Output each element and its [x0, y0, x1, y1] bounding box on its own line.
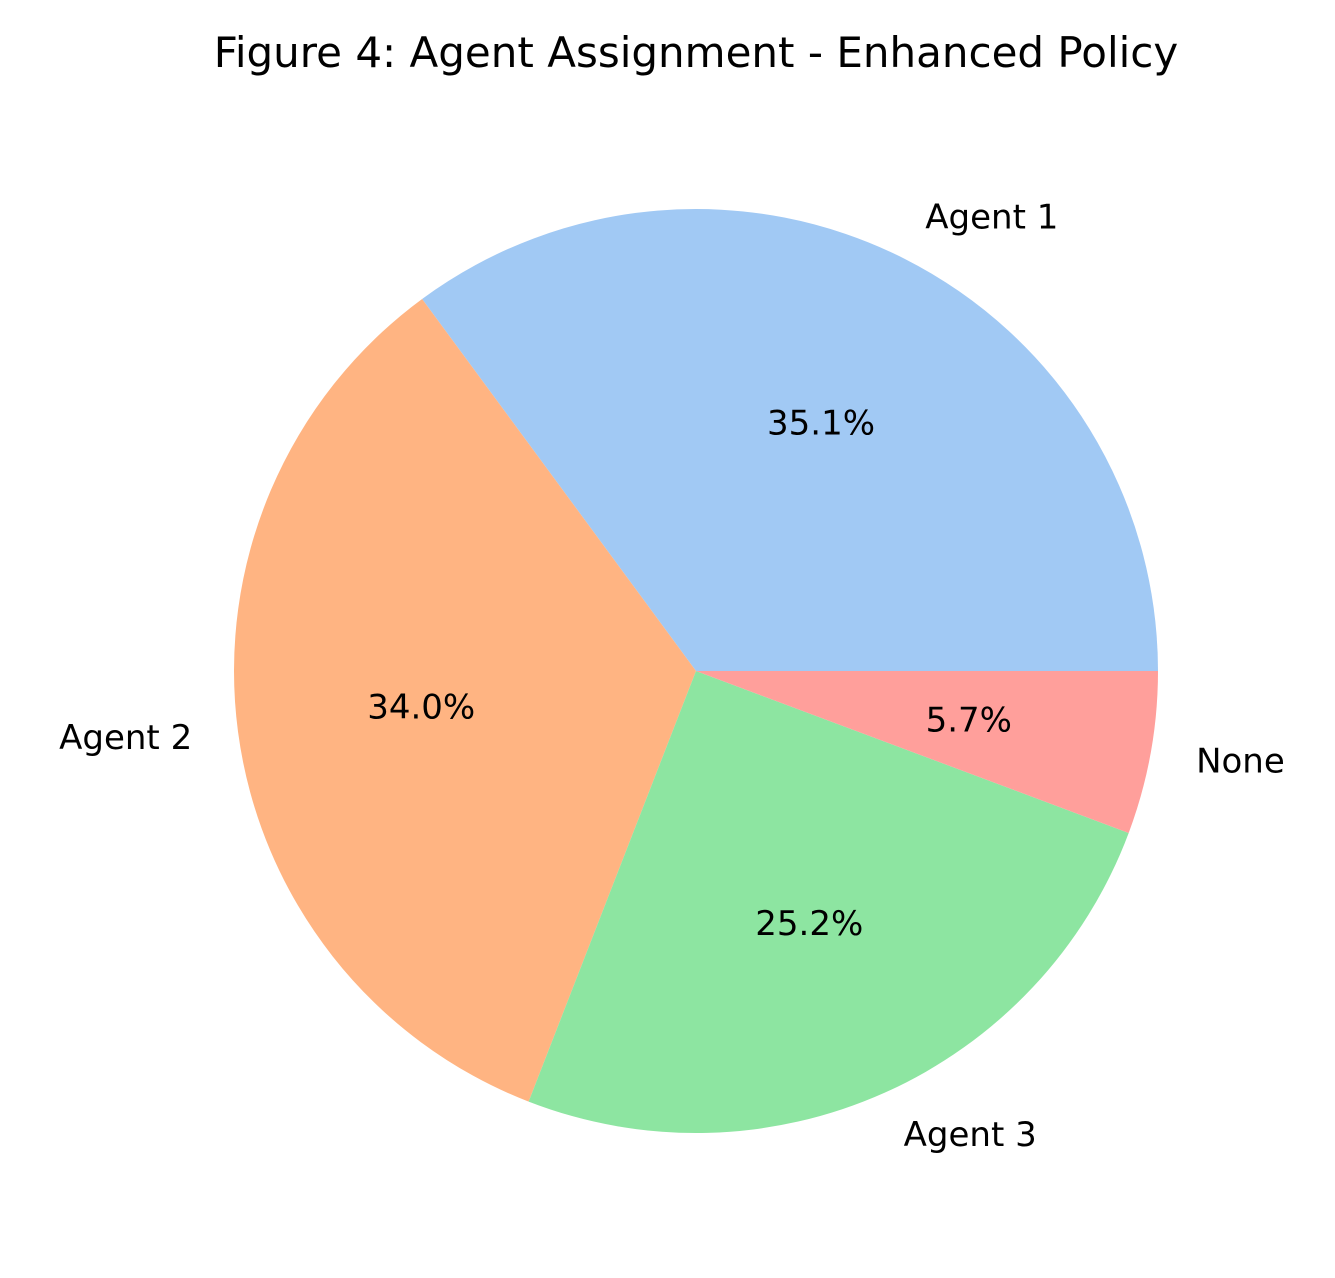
chart-title: Figure 4: Agent Assignment - Enhanced Po…: [214, 28, 1179, 77]
slice-label-agent-2: Agent 2: [59, 718, 192, 758]
slice-label-none: None: [1196, 742, 1285, 782]
pie-slice-agent-2: [233, 298, 697, 1102]
pct-label-agent-3: 25.2%: [755, 904, 863, 944]
slice-label-agent-1: Agent 1: [925, 197, 1058, 237]
pct-label-agent-1: 35.1%: [767, 404, 875, 444]
pie-slices: [233, 208, 1158, 1133]
pct-label-none: 5.7%: [926, 700, 1012, 740]
pie-slice-none: [696, 671, 1158, 833]
slice-label-agent-3: Agent 3: [904, 1115, 1037, 1155]
pie-slice-agent-3: [528, 671, 1129, 1133]
pie-labels: Agent 1 35.1% Agent 2 34.0% Agent 3 25.2% None…: [59, 197, 1285, 1154]
pie-slice-agent-1: [422, 208, 1158, 671]
pct-label-agent-2: 34.0%: [367, 687, 475, 727]
